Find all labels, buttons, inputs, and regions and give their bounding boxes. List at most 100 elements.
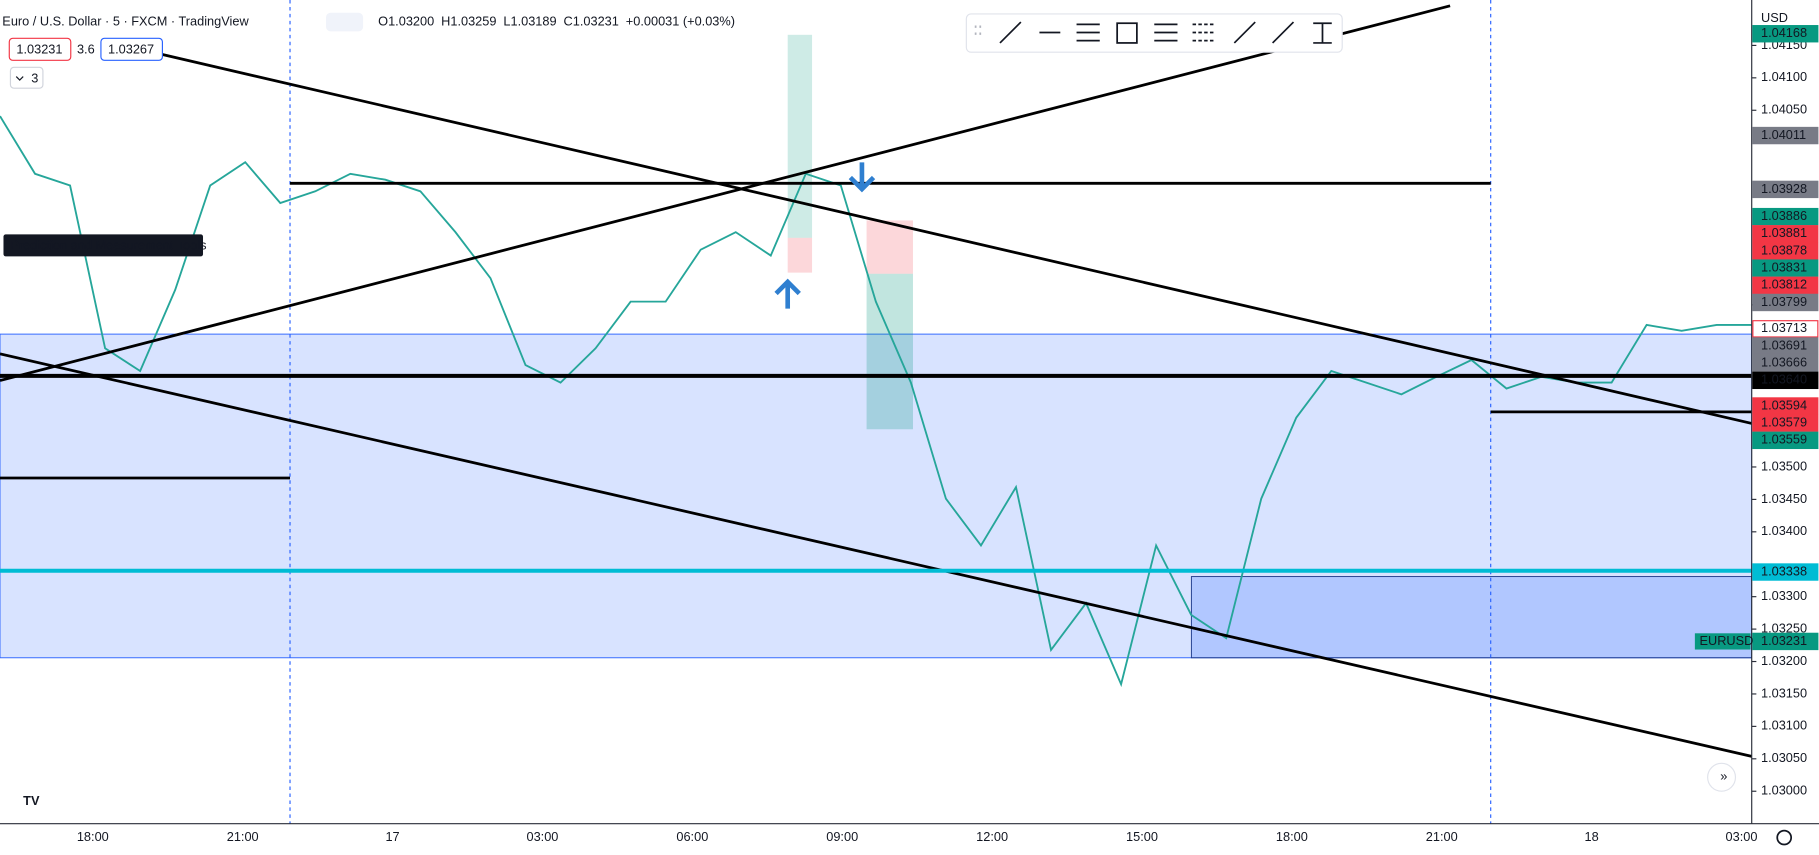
- price-tag: [1752, 180, 1819, 199]
- sell-price[interactable]: 1.03231: [16, 41, 62, 56]
- price-tag: [1752, 207, 1819, 226]
- tool-fib[interactable]: [1154, 23, 1178, 42]
- ohlc-value: O1.03200: [378, 13, 434, 28]
- status-badge[interactable]: [325, 12, 364, 32]
- arrow-down: [848, 162, 876, 193]
- trend-line: [0, 352, 1753, 758]
- price-tag-label: 1.04168: [1761, 25, 1807, 40]
- ohlc-value: C1.03231: [564, 13, 619, 28]
- symbol-tag-label: EURUSD: [1700, 633, 1754, 648]
- position-stop: [787, 237, 813, 273]
- tool-gann[interactable]: [1192, 23, 1216, 42]
- tool-arrow[interactable]: [1233, 21, 1256, 44]
- y-tick-label: 1.03000: [1761, 783, 1807, 798]
- indicators-toggle[interactable]: [9, 66, 44, 89]
- price-tag-label: 1.03799: [1761, 294, 1807, 309]
- x-tick-label: 03:00: [1726, 829, 1758, 844]
- price-tag: [1752, 320, 1819, 338]
- price-tag: [1752, 259, 1819, 277]
- tool-trend[interactable]: [999, 21, 1022, 44]
- x-tick-label: 15:00: [1126, 829, 1158, 844]
- drag-handle[interactable]: [974, 25, 982, 35]
- price-tag-label: 1.03640: [1761, 372, 1807, 387]
- y-tick-label: 1.03300: [1761, 588, 1807, 603]
- price-tag: [1752, 276, 1819, 295]
- y-tick-label: 1.03050: [1761, 750, 1807, 765]
- ohlc-value: L1.03189: [503, 13, 556, 28]
- price-line: [0, 115, 1752, 688]
- indicators-count[interactable]: 3: [31, 70, 38, 85]
- price-tag-label: 1.03928: [1761, 181, 1807, 196]
- price-tag: [1752, 126, 1819, 145]
- tool-path[interactable]: [1271, 21, 1295, 44]
- price-tag: [1752, 371, 1819, 390]
- y-tick-label: 1.04100: [1761, 69, 1807, 84]
- price-tag-label: 1.03713: [1761, 320, 1807, 335]
- chevron: [15, 76, 24, 81]
- price-tag: [1752, 632, 1819, 651]
- zone: [1190, 576, 1753, 659]
- toolbar-icons: [974, 21, 1332, 44]
- tool-rect[interactable]: [1116, 22, 1138, 44]
- plot: [0, 115, 1752, 688]
- zone: [0, 333, 1753, 659]
- price-tag-label: 1.03594: [1761, 397, 1807, 412]
- price-tag-label: 1.03878: [1761, 242, 1807, 257]
- ohlc-value: +0.00031 (+0.03%): [626, 13, 735, 28]
- price-tag: [1752, 354, 1819, 372]
- spread: 3.6: [77, 41, 95, 56]
- currency: USD: [1761, 10, 1788, 25]
- price-tag: [1752, 563, 1819, 581]
- price-tag: [1752, 225, 1819, 243]
- scroll-circle[interactable]: [1707, 762, 1737, 792]
- price-tag: [1752, 397, 1819, 415]
- x-tick-label: 09:00: [826, 829, 858, 844]
- trend-line: [162, 53, 1753, 425]
- price-tag-label: 1.03812: [1761, 277, 1807, 292]
- logo: TV: [23, 793, 40, 808]
- price-tag: [1752, 242, 1819, 260]
- y-tick-label: 1.03250: [1761, 620, 1807, 635]
- buy-button[interactable]: [100, 37, 163, 61]
- x-tick-label: 18:00: [1276, 829, 1308, 844]
- y-tick-label: 1.03200: [1761, 653, 1807, 668]
- ohlc: O1.03200 H1.03259 L1.03189 C1.03231 +0.00031…: [378, 13, 735, 28]
- symbol-title[interactable]: Euro / U.S. Dollar · 5 · FXCM · TradingV…: [2, 13, 249, 28]
- arrow-up: [774, 278, 801, 309]
- x-tick-label: 06:00: [676, 829, 708, 844]
- tooltip: [3, 234, 204, 257]
- price-tag-label: 1.03881: [1761, 225, 1807, 240]
- price-tag: [1752, 25, 1819, 43]
- price-tag-label: 1.04011: [1761, 127, 1806, 142]
- price-tag-label: 1.03831: [1761, 260, 1807, 275]
- price-tag: [1752, 431, 1819, 450]
- sell-button[interactable]: [8, 37, 72, 61]
- x-tick-label: 18:00: [77, 829, 109, 844]
- y-tick-label: 1.03150: [1761, 685, 1807, 700]
- price-tag-label: 1.03666: [1761, 355, 1807, 370]
- ohlc-value: H1.03259: [441, 13, 496, 28]
- x-tick-label: 21:00: [1426, 829, 1458, 844]
- price-tag: [1752, 414, 1819, 432]
- price-tag-label: 1.03579: [1761, 415, 1807, 430]
- scroll-button[interactable]: »: [1720, 769, 1727, 784]
- price-tag-label: 1.03886: [1761, 208, 1807, 223]
- price-tag-label: 1.03231: [1761, 633, 1807, 648]
- trend-line: [0, 4, 1451, 382]
- tool-measure[interactable]: [1313, 22, 1332, 44]
- x-tick-label: 17: [385, 829, 399, 844]
- tooltip-text: Prediction and Measurement Tools: [10, 237, 206, 252]
- y-tick-label: 1.03100: [1761, 718, 1807, 733]
- x-tick-label: 03:00: [526, 829, 558, 844]
- buy-price[interactable]: 1.03267: [108, 41, 154, 56]
- price-tag-label: 1.03338: [1761, 563, 1807, 578]
- settings-button[interactable]: [1776, 829, 1793, 846]
- price-tag: [1752, 293, 1819, 312]
- price-tag: [1752, 337, 1819, 355]
- x-tick-label: 21:00: [227, 829, 259, 844]
- y-tick-label: 1.03400: [1761, 523, 1807, 538]
- tool-channel[interactable]: [1076, 23, 1100, 42]
- y-tick-label: 1.03450: [1761, 491, 1807, 506]
- price-tag-label: 1.03691: [1761, 337, 1807, 352]
